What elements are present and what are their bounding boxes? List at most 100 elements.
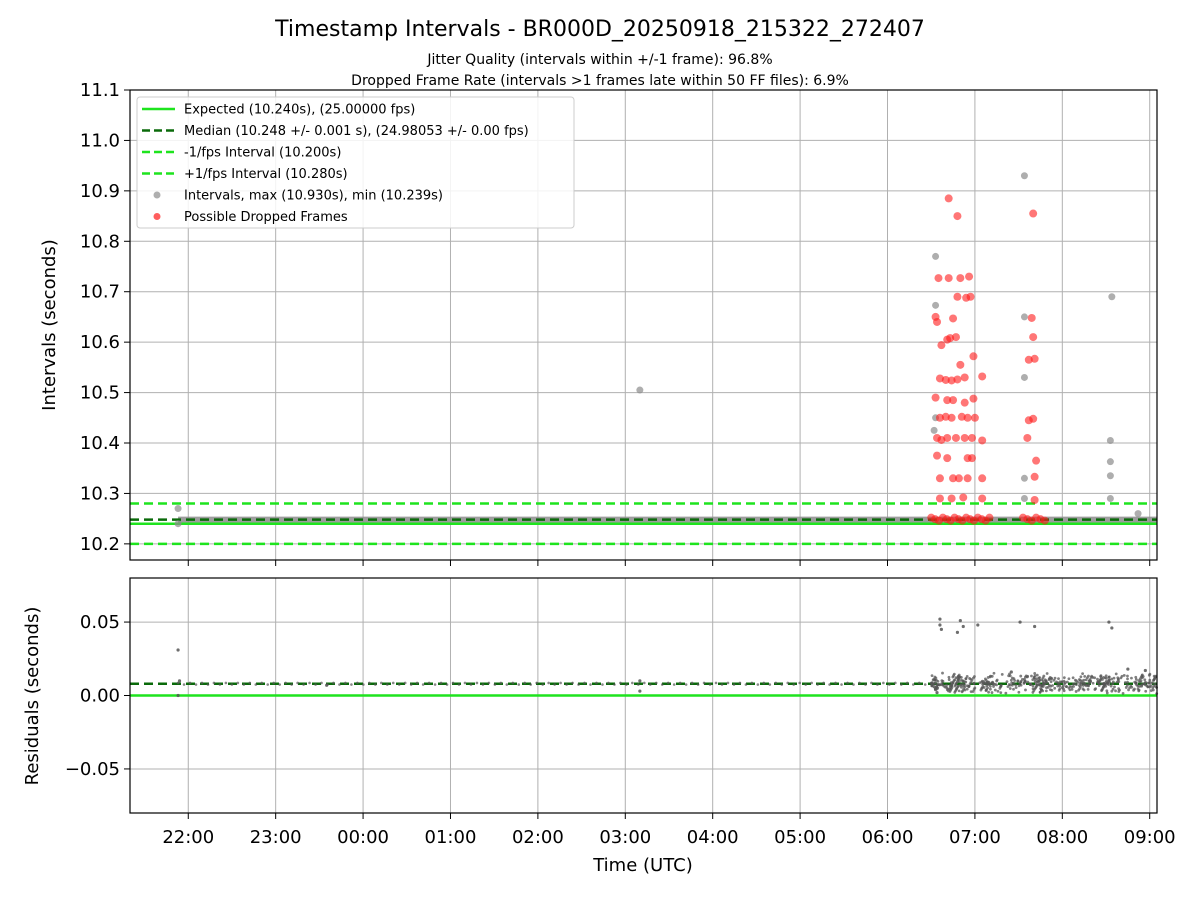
residual-cluster-point-417 <box>1068 688 1072 692</box>
residual-cluster-point-504 <box>1126 674 1129 678</box>
residual-cluster-point-516 <box>1138 677 1142 681</box>
residual-baseline-point-75 <box>625 683 628 686</box>
interval-point-8 <box>1020 313 1028 321</box>
legend-label-1: Median (10.248 +/- 0.001 s), (24.98053 +… <box>184 124 529 139</box>
residual-cluster-point-468 <box>1087 679 1091 683</box>
residual-baseline-point-87 <box>696 683 700 686</box>
residual-cluster-point-440 <box>965 687 969 691</box>
dropped-frame-points <box>927 194 1049 525</box>
residual-cluster-point-281 <box>1044 689 1048 693</box>
dropped-point-41 <box>967 433 976 442</box>
residual-baseline-point-95 <box>744 683 748 686</box>
residual-baseline-point-80 <box>654 681 658 685</box>
residual-cluster-point-406 <box>1014 683 1018 687</box>
residual-point-7 <box>938 623 942 627</box>
residual-baseline-point-8 <box>224 681 228 685</box>
residual-cluster-point-168 <box>1144 689 1148 693</box>
dropped-point-3 <box>934 274 943 283</box>
residual-cluster-point-441 <box>981 682 985 686</box>
residual-cluster-point-426 <box>1014 686 1018 690</box>
residual-cluster-point-14 <box>947 678 951 682</box>
residual-cluster-point-288 <box>1121 691 1125 695</box>
residual-baseline-point-120 <box>894 681 897 685</box>
residual-cluster-point-431 <box>1029 682 1032 686</box>
residual-cluster-point-271 <box>933 681 937 685</box>
residual-cluster-point-243 <box>1052 678 1056 682</box>
residual-cluster-point-386 <box>1105 691 1109 695</box>
residual-cluster-point-63 <box>1030 674 1033 678</box>
dropped-point-35 <box>970 413 979 422</box>
residual-cluster-point-346 <box>1038 676 1041 679</box>
residual-cluster-point-475 <box>969 677 973 681</box>
residual-baseline-point-28 <box>344 681 347 685</box>
residual-baseline-point-31 <box>362 683 365 686</box>
residual-cluster-point-511 <box>988 687 992 691</box>
interval-point-2 <box>636 386 644 394</box>
residual-cluster-point-384 <box>1148 681 1152 685</box>
residual-cluster-point-376 <box>1148 685 1152 689</box>
residual-baseline-point-55 <box>505 683 509 686</box>
residual-baseline-point-2 <box>188 681 192 685</box>
residual-cluster-point-469 <box>1126 677 1129 681</box>
residual-cluster-point-477 <box>963 683 967 687</box>
intervals-plot-frame <box>129 89 1158 561</box>
residual-baseline-point-90 <box>714 681 718 685</box>
residual-cluster-point-467 <box>973 686 977 690</box>
residual-cluster-point-136 <box>1093 688 1097 691</box>
interval-point-17 <box>1134 510 1142 518</box>
residuals-y-ticks: −0.05 0.00 0.05 <box>65 612 130 780</box>
residual-baseline-point-78 <box>642 681 646 685</box>
residual-baseline-point-72 <box>607 681 610 685</box>
residual-baseline-point-112 <box>846 681 849 685</box>
residual-baseline-point-86 <box>690 681 694 685</box>
residual-cluster-point-383 <box>1103 682 1107 686</box>
residual-cluster-point-265 <box>1128 686 1132 690</box>
residual-cluster-point-345 <box>1104 674 1108 678</box>
dropped-point-4 <box>944 274 953 283</box>
residual-baseline-point-36 <box>391 681 395 685</box>
residual-baseline-point-101 <box>780 683 784 686</box>
dropped-point-22 <box>953 375 962 384</box>
residual-cluster-point-512 <box>967 684 971 688</box>
residual-point-3 <box>325 683 329 687</box>
dropped-point-55 <box>978 494 987 503</box>
residual-baseline-point-38 <box>403 681 407 685</box>
residual-cluster-point-360 <box>972 681 976 685</box>
residual-baseline-point-82 <box>666 681 670 685</box>
residual-baseline-point-40 <box>415 681 419 685</box>
residual-cluster-point-371 <box>1046 685 1050 689</box>
residual-cluster-point-517 <box>1152 679 1155 682</box>
residual-cluster-point-48 <box>1091 681 1095 685</box>
x-tick-label-9: 07:00 <box>949 827 1001 848</box>
residual-baseline-point-113 <box>852 683 855 686</box>
residual-baseline-point-107 <box>816 683 819 686</box>
dropped-point-32 <box>947 413 956 422</box>
residual-cluster-point-2 <box>947 675 951 679</box>
residual-cluster-point-305 <box>1083 681 1086 685</box>
residual-cluster-point-453 <box>1050 688 1054 692</box>
residual-cluster-point-199 <box>1120 674 1124 678</box>
residual-cluster-point-309 <box>1122 673 1126 677</box>
dropped-point-12 <box>949 314 958 323</box>
residual-cluster-point-56 <box>1033 672 1037 675</box>
residual-cluster-point-308 <box>1151 686 1155 690</box>
residual-baseline-point-100 <box>774 681 778 685</box>
x-tick-label-0: 22:00 <box>162 827 214 848</box>
residual-cluster-point-457 <box>931 682 935 686</box>
residuals-reference-lines <box>130 682 1157 697</box>
dropped-point-56 <box>1023 433 1032 442</box>
residual-baseline-point-79 <box>648 683 652 686</box>
residual-cluster-point-479 <box>1105 689 1109 693</box>
residual-cluster-point-418 <box>964 680 968 684</box>
residual-point-9 <box>955 630 960 634</box>
residual-cluster-point-233 <box>968 682 972 686</box>
residual-cluster-point-502 <box>991 680 994 684</box>
residual-baseline-point-39 <box>409 683 413 686</box>
residual-baseline-point-62 <box>547 681 550 685</box>
residual-cluster-point-135 <box>993 688 997 692</box>
residual-baseline-point-97 <box>756 683 760 686</box>
residual-cluster-point-166 <box>1109 684 1113 688</box>
dropped-point-11 <box>933 317 942 326</box>
residual-cluster-point-236 <box>1149 689 1153 692</box>
dropped-point-2 <box>1029 209 1038 218</box>
